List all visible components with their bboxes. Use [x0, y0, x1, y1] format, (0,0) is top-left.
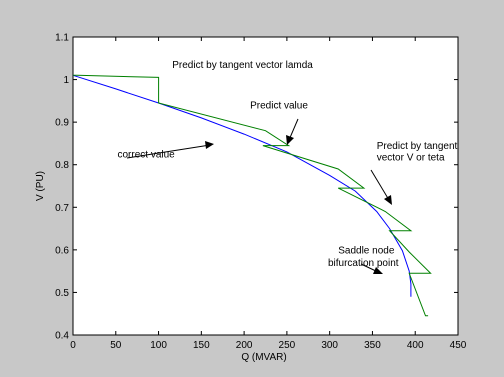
y-tick-label: 0.6 — [55, 245, 69, 256]
y-tick-label: 0.9 — [55, 118, 69, 129]
y-tick-label: 0.8 — [55, 160, 69, 171]
x-tick-label: 450 — [450, 340, 467, 351]
y-axis-label: V (PU) — [35, 171, 46, 201]
y-tick-label: 1 — [63, 75, 69, 86]
y-tick-label: 1.1 — [55, 33, 69, 44]
annotation-label: Predict value — [250, 101, 308, 112]
x-tick-label: 200 — [236, 340, 253, 351]
y-tick-label: 0.5 — [55, 288, 69, 299]
x-axis-label: Q (MVAR) — [241, 352, 286, 363]
x-tick-label: 250 — [279, 340, 296, 351]
annotation-label: correct value — [117, 150, 175, 161]
annotation-label: bifurcation point — [328, 258, 399, 269]
x-tick-label: 0 — [70, 340, 76, 351]
x-tick-label: 350 — [364, 340, 381, 351]
x-tick-label: 100 — [150, 340, 167, 351]
x-tick-label: 150 — [193, 340, 210, 351]
annotation-label: Predict by tangent vector lamda — [172, 60, 313, 71]
plot-area — [73, 37, 458, 335]
annotation-label: Predict by tangent — [377, 141, 458, 152]
y-tick-label: 0.7 — [55, 203, 69, 214]
annotation-label: vector V or teta — [377, 153, 445, 164]
x-tick-label: 300 — [321, 340, 338, 351]
x-tick-label: 400 — [407, 340, 424, 351]
x-tick-label: 50 — [110, 340, 122, 351]
y-tick-label: 0.4 — [55, 331, 69, 342]
annotation-label: Saddle node — [338, 245, 395, 256]
